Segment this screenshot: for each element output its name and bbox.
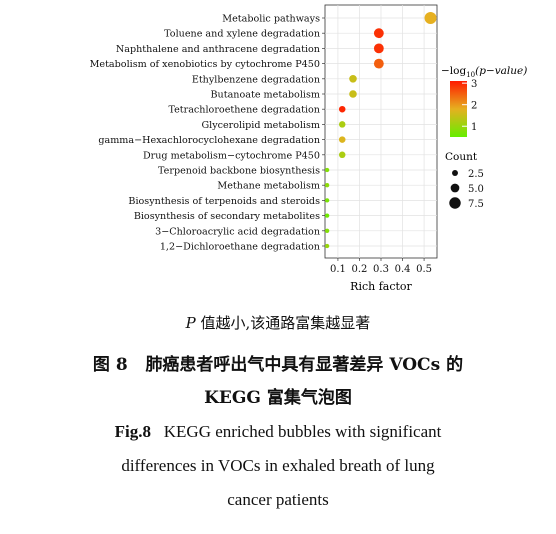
color-legend-title: −log10(p−value) [441,65,527,79]
color-legend: −log10(p−value) 3 2 1 [441,65,527,137]
pathway-label: Butanoate metabolism [211,90,321,101]
pathway-label: Metabolic pathways [222,14,320,25]
pathway-label: Glycerolipid metabolism [201,120,320,131]
bubble [325,198,330,203]
bubble [338,136,346,143]
size-legend-title: Count [445,151,478,163]
bubble [373,58,384,69]
bubble [325,243,330,249]
bubble [325,183,330,188]
pathway-label: 3−Chloroacrylic acid degradation [155,226,320,237]
x-tick-label: 0.5 [416,264,432,275]
bubble [325,167,330,173]
size-key-label: 2.5 [468,169,484,180]
bubble [373,43,384,54]
caption-note: P 值越小,该通路富集越显著 [185,314,371,332]
size-key-label: 5.0 [468,184,484,195]
pathway-label: Toluene and xylene degradation [164,29,320,40]
bubbles [325,12,437,249]
x-tick-label: 0.4 [395,264,411,275]
bubble [325,213,330,218]
pathway-label: Biosynthesis of terpenoids and steroids [128,196,320,207]
bubble [338,121,346,128]
pathway-label: Ethylbenzene degradation [192,74,320,85]
color-bar-tick-label: 2 [471,101,477,112]
x-axis-ticks: 0.1 0.2 0.3 0.4 0.5 [330,258,432,275]
size-key-dot [449,197,461,209]
pathway-label: Metabolism of xenobiotics by cytochrome … [90,59,320,70]
bubble [338,105,346,113]
size-key-dot [450,183,460,193]
bubble [325,228,330,233]
pathway-labels: Metabolic pathways Toluene and xylene deg… [90,14,325,253]
bubble [373,28,384,39]
color-bar [450,81,467,137]
pathway-label: Terpenoid backbone biosynthesis [158,166,320,177]
x-tick-label: 0.1 [330,264,346,275]
caption-english-line-2: differences in VOCs in exhaled breath of… [121,456,435,475]
color-bar-tick-label: 1 [471,122,477,133]
caption-chinese-line-1: 图 8 肺癌患者呼出气中具有显著差异 VOCs 的 [92,355,464,375]
x-axis-label: Rich factor [350,280,412,293]
caption-english-line-1: Fig.8 KEGG enriched bubbles with signifi… [114,422,442,441]
caption-chinese-line-2: KEGG 富集气泡图 [204,388,352,408]
color-bar-tick-label: 3 [471,79,477,90]
pathway-label: Tetrachloroethene degradation [168,105,320,116]
pathway-label: Biosynthesis of secondary metabolites [134,211,320,222]
size-key-dot [452,170,458,176]
bubble [338,151,346,159]
pathway-label: gamma−Hexachlorocyclohexane degradation [98,135,320,146]
bubble [349,75,357,83]
size-key-label: 7.5 [468,199,484,210]
caption-english-line-3: cancer patients [227,490,329,509]
pathway-label: Naphthalene and anthracene degradation [116,44,320,55]
pathway-label: Methane metabolism [217,181,320,192]
kegg-bubble-chart: Metabolic pathways Toluene and xylene deg… [90,4,527,293]
bubble [424,12,437,24]
pathway-label: 1,2−Dichloroethane degradation [160,242,320,253]
pathway-label: Drug metabolism−cytochrome P450 [143,150,320,161]
x-tick-label: 0.3 [373,264,389,275]
size-legend: Count 2.5 5.0 7.5 [445,151,484,210]
x-tick-label: 0.2 [352,264,368,275]
bubble [349,90,357,98]
